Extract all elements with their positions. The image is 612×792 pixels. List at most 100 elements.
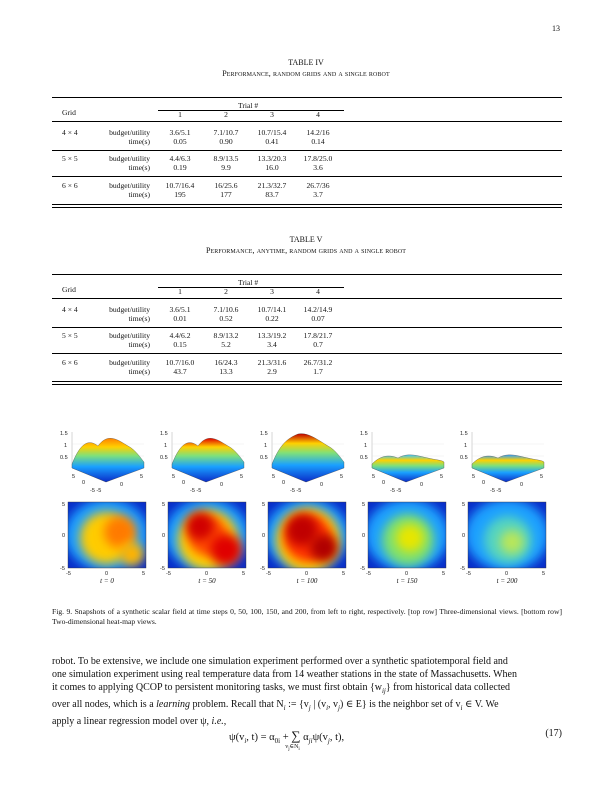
- z-tick: 0.5: [160, 455, 168, 461]
- cell-time: 3.4: [267, 340, 277, 349]
- heat-tick-x: -5: [166, 571, 171, 576]
- time-label: t = 150: [396, 577, 418, 585]
- row-time-label: time(s): [128, 163, 150, 172]
- cell-time: 0.7: [313, 340, 323, 349]
- cell-budget: 13.3/19.2: [257, 331, 287, 340]
- xy-tick: 0: [120, 482, 123, 488]
- surface-plot-4: 1.5 1 0.5 5 0 -5 -5 0 5: [360, 431, 445, 494]
- figure-caption: Fig. 9. Snapshots of a synthetic scalar …: [52, 607, 562, 626]
- xy-tick: 5: [140, 474, 143, 480]
- row-grid-label: 6 × 6: [62, 181, 78, 190]
- cell-budget: 10.7/15.4: [257, 128, 287, 137]
- cell-time: 0.22: [265, 314, 279, 323]
- z-tick: 1: [264, 443, 267, 449]
- surface-plot-2: 1.5 1 0.5 5 0 -5 -5 0 5: [160, 431, 245, 494]
- heat-tick-y: -5: [260, 566, 265, 572]
- row-grid-label: 5 × 5: [62, 154, 78, 163]
- table5-title: Performance, anytime, random grids and a…: [205, 246, 407, 255]
- cell-budget: 10.7/16.4: [165, 181, 195, 190]
- cell-time: 0.05: [173, 137, 187, 146]
- xy-tick: 5: [340, 474, 343, 480]
- xy-tick: -5 -5: [290, 488, 301, 494]
- heat-tick-x: 0: [205, 571, 208, 576]
- z-tick: 1.5: [160, 431, 168, 437]
- heatmap-plot-1: 5 0 -5 -5 0 5: [60, 501, 147, 576]
- z-tick: 0.5: [460, 455, 468, 461]
- cell-time: 0.15: [173, 340, 187, 349]
- heat-tick-y: 0: [462, 533, 465, 539]
- cell-time: 16.0: [265, 163, 279, 172]
- row-budget-label: budget/utility: [109, 181, 150, 190]
- cell-budget: 21.3/31.6: [257, 358, 287, 367]
- heat-tick-x: 0: [105, 571, 108, 576]
- heat-tick-y: 0: [262, 533, 265, 539]
- cell-budget: 4.4/6.2: [169, 331, 191, 340]
- cell-time: 3.7: [313, 190, 323, 199]
- header-trial-4: 4: [316, 110, 320, 119]
- heat-tick-y: 5: [162, 502, 165, 508]
- heat-tick-x: 5: [442, 571, 445, 576]
- surface-plot-3: 1.5 1 0.5 5 0 -5 -5 0 5: [260, 431, 345, 494]
- row-time-label: time(s): [128, 190, 150, 199]
- page-number: 13: [552, 24, 560, 33]
- heat-tick-x: -5: [366, 571, 371, 576]
- cell-time: 43.7: [173, 367, 187, 376]
- header-trial-1: 1: [178, 287, 182, 296]
- header-trial-1: 1: [178, 110, 182, 119]
- xy-tick: 5: [540, 474, 543, 480]
- xy-tick: 0: [520, 482, 523, 488]
- heat-tick-y: 0: [62, 533, 65, 539]
- header-trial: Trial #: [238, 278, 259, 287]
- row-grid-label: 6 × 6: [62, 358, 78, 367]
- cell-budget: 14.2/14.9: [303, 305, 333, 314]
- cell-time: 3.6: [313, 163, 323, 172]
- cell-time: 0.52: [219, 314, 233, 323]
- header-grid: Grid: [62, 108, 76, 117]
- cell-budget: 4.4/6.3: [169, 154, 191, 163]
- row-time-label: time(s): [128, 137, 150, 146]
- cell-time: 9.9: [221, 163, 231, 172]
- cell-time: 5.2: [221, 340, 231, 349]
- row-time-label: time(s): [128, 367, 150, 376]
- xy-tick: 0: [320, 482, 323, 488]
- z-tick: 1: [464, 443, 467, 449]
- cell-budget: 10.7/14.1: [257, 305, 287, 314]
- row-budget-label: budget/utility: [109, 128, 150, 137]
- row-budget-label: budget/utility: [109, 154, 150, 163]
- table4-title: Performance, random grids and a single r…: [222, 69, 390, 78]
- cell-time: 195: [174, 190, 186, 199]
- header-trial-3: 3: [270, 110, 274, 119]
- cell-time: 2.9: [267, 367, 277, 376]
- heat-tick-y: 0: [362, 533, 365, 539]
- xy-tick: 5: [372, 474, 375, 480]
- header-trial-4: 4: [316, 287, 320, 296]
- header-trial-3: 3: [270, 287, 274, 296]
- xy-tick: 5: [72, 474, 75, 480]
- time-label: t = 200: [496, 577, 518, 585]
- heat-tick-x: 5: [142, 571, 145, 576]
- xy-tick: -5 -5: [90, 488, 101, 494]
- cell-budget: 17.8/21.7: [303, 331, 333, 340]
- row-time-label: time(s): [128, 340, 150, 349]
- xy-tick: -5 -5: [490, 488, 501, 494]
- cell-time: 0.14: [311, 137, 325, 146]
- surface-plot-1: 1.5 1 0.5 5 0 -5 -5 0 5: [60, 431, 145, 494]
- xy-tick: 5: [172, 474, 175, 480]
- heat-tick-y: 0: [162, 533, 165, 539]
- z-tick: 1.5: [60, 431, 68, 437]
- row-budget-label: budget/utility: [109, 358, 150, 367]
- xy-tick: 0: [182, 480, 185, 486]
- row-budget-label: budget/utility: [109, 331, 150, 340]
- heat-tick-y: -5: [460, 566, 465, 572]
- xy-tick: 5: [240, 474, 243, 480]
- row-budget-label: budget/utility: [109, 305, 150, 314]
- z-tick: 1.5: [260, 431, 268, 437]
- xy-tick: 0: [420, 482, 423, 488]
- cell-budget: 3.6/5.1: [169, 305, 191, 314]
- body-text: robot. To be extensive, we include one s…: [52, 655, 562, 728]
- table5-label: TABLE V: [289, 235, 323, 244]
- heat-tick-x: -5: [66, 571, 71, 576]
- row-grid-label: 4 × 4: [62, 128, 78, 137]
- xy-tick: -5 -5: [190, 488, 201, 494]
- body-line-1: robot. To be extensive, we include one s…: [52, 656, 508, 667]
